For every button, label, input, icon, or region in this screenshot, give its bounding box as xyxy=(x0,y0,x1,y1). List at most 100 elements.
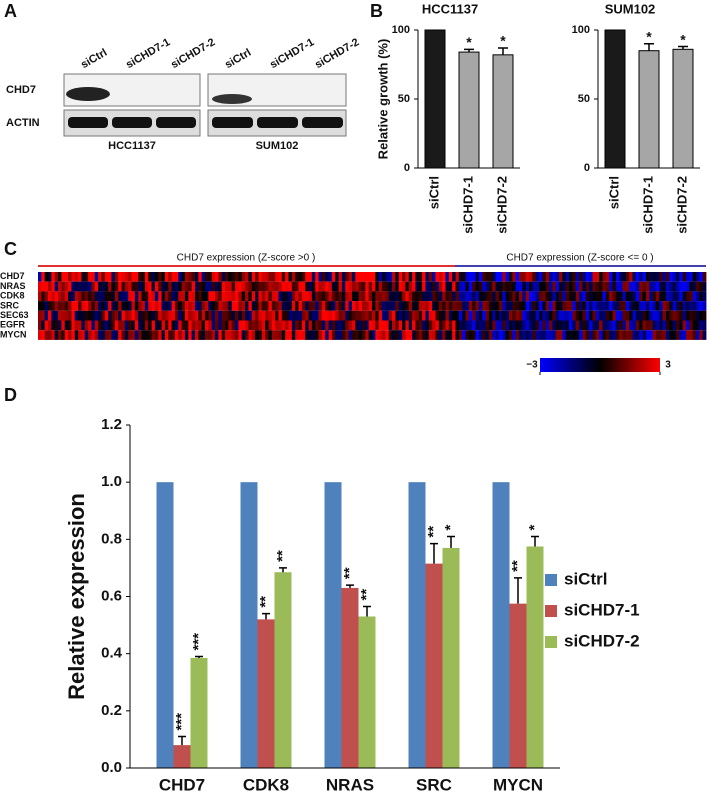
heatmap-cell xyxy=(508,281,513,292)
heatmap-cell xyxy=(114,272,119,282)
heatmap-cell xyxy=(375,272,380,282)
heatmap-cell xyxy=(341,330,346,340)
heatmap-cell xyxy=(235,330,239,340)
heatmap-cell xyxy=(68,272,72,282)
heatmap-cell xyxy=(685,330,690,340)
heatmap-cell xyxy=(281,291,286,302)
heatmap-cell xyxy=(649,320,653,331)
heatmap-cell xyxy=(321,291,326,302)
heatmap-cell xyxy=(589,320,593,331)
heatmap-cell xyxy=(368,281,373,292)
heatmap-cell xyxy=(462,320,466,331)
heatmap-cell xyxy=(612,272,617,282)
heatmap-cell xyxy=(315,281,319,292)
heatmap-cell xyxy=(258,281,263,292)
heatmap-cell xyxy=(525,272,530,282)
heatmap-cell xyxy=(38,320,42,331)
heatmap-cell xyxy=(144,281,149,292)
heatmap-cell xyxy=(522,301,527,311)
heatmap-cell xyxy=(368,320,373,331)
heatmap-cell xyxy=(255,330,259,340)
heatmap-cell xyxy=(649,291,653,302)
heatmap-cell xyxy=(659,330,663,340)
heatmap-cell xyxy=(251,301,256,311)
heatmap-cell xyxy=(465,310,470,321)
heatmap-cell xyxy=(358,310,363,321)
heatmap-cell xyxy=(88,301,92,311)
y-tick-label: 0 xyxy=(404,162,410,174)
heatmap-cell xyxy=(592,330,597,340)
heatmap-cell xyxy=(629,291,633,302)
heatmap-cell xyxy=(351,320,356,331)
heatmap-cell xyxy=(275,291,279,302)
heatmap-cell xyxy=(61,301,66,311)
heatmap-cell xyxy=(428,272,433,282)
heatmap-cell xyxy=(245,310,249,321)
heatmap-cell xyxy=(331,281,336,292)
heatmap-row-label: SEC63 xyxy=(0,310,29,320)
heatmap-cell xyxy=(542,291,547,302)
heatmap-cell xyxy=(602,320,607,331)
heatmap-cell xyxy=(98,301,102,311)
legend-label: siCHD7-2 xyxy=(564,631,640,650)
heatmap-cell xyxy=(412,272,416,282)
heatmap-cell xyxy=(695,272,700,282)
heatmap-cell xyxy=(184,291,189,302)
heatmap-cell xyxy=(58,281,62,292)
heatmap-cell xyxy=(649,310,653,321)
heatmap-cell xyxy=(438,291,443,302)
heatmap-cell xyxy=(328,330,333,340)
heatmap-cell xyxy=(61,281,66,292)
heatmap-cell xyxy=(194,272,199,282)
cell-line: HCC1137 xyxy=(108,140,156,152)
heatmap-cell xyxy=(104,310,109,321)
heatmap-cell xyxy=(124,272,129,282)
heatmap-cell xyxy=(218,330,223,340)
heatmap-cell xyxy=(635,330,640,340)
heatmap-cell xyxy=(328,320,333,331)
heatmap-cell xyxy=(695,291,700,302)
heatmap-cell xyxy=(58,301,62,311)
heatmap-cell xyxy=(622,310,627,321)
heatmap-cell xyxy=(265,320,269,331)
heatmap-cell xyxy=(221,301,226,311)
heatmap-cell xyxy=(569,310,573,321)
heatmap-cell xyxy=(382,330,386,340)
heatmap-cell xyxy=(218,272,223,282)
heatmap-cell xyxy=(235,310,239,321)
heatmap-cell xyxy=(208,291,213,302)
heatmap-cell xyxy=(348,330,353,340)
y-tick-label: 1.0 xyxy=(101,473,122,490)
significance: * xyxy=(500,33,506,49)
blot-image xyxy=(63,73,347,137)
heatmap-cell xyxy=(94,301,99,311)
heatmap-cell xyxy=(245,281,249,292)
heatmap-cell xyxy=(589,291,593,302)
heatmap-cell xyxy=(679,320,684,331)
heatmap-cell xyxy=(432,310,436,321)
heatmap-cell xyxy=(205,291,209,302)
heatmap-cell xyxy=(605,272,610,282)
heatmap-cell xyxy=(78,310,82,321)
heatmap-cell xyxy=(331,301,336,311)
heatmap-cell xyxy=(398,301,403,311)
heatmap-cell xyxy=(585,301,590,311)
heatmap-cell xyxy=(94,320,99,331)
heatmap-cell xyxy=(148,281,152,292)
heatmap-cell xyxy=(355,272,360,282)
y-tick-label: 1.2 xyxy=(101,416,122,433)
heatmap-cell xyxy=(104,272,109,282)
heatmap-cell xyxy=(622,301,627,311)
heatmap-cell xyxy=(311,330,316,340)
heatmap-cell xyxy=(318,310,323,321)
heatmap-cell xyxy=(351,291,356,302)
bar xyxy=(442,547,460,768)
heatmap-cell xyxy=(365,330,370,340)
heatmap-cell xyxy=(468,272,473,282)
heatmap-cell xyxy=(288,281,293,292)
heatmap-cell xyxy=(652,291,657,302)
heatmap-cell xyxy=(528,281,533,292)
heatmap-cell xyxy=(225,310,229,321)
heatmap-cell xyxy=(665,301,670,311)
heatmap-cell xyxy=(178,310,183,321)
